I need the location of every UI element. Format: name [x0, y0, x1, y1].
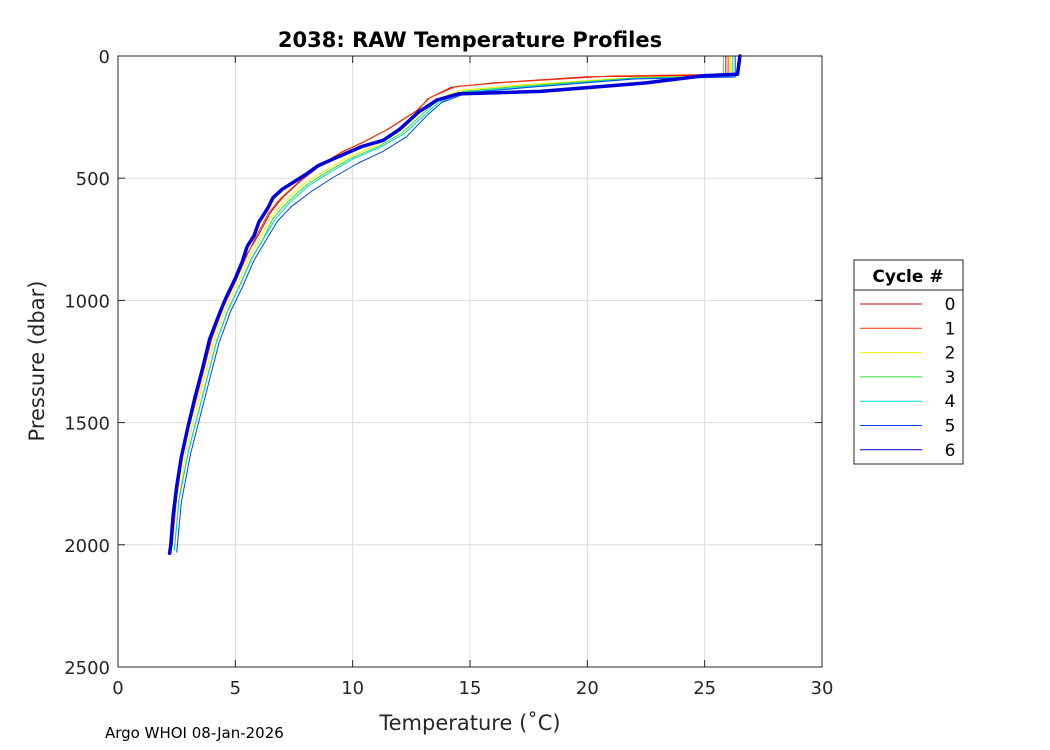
series-line-cycle-6: [167, 54, 742, 556]
legend-title: Cycle #: [872, 267, 943, 287]
x-tick-label: 15: [459, 678, 482, 699]
legend-label: 1: [945, 319, 956, 339]
y-tick-label: 1000: [64, 291, 110, 312]
legend: Cycle # 0 1 2 3 4 5 6: [853, 259, 964, 465]
ticks: 0 5 10 15 20 25 30 0 500 1000 1500 2000 2500: [64, 47, 833, 699]
x-tick-label: 0: [112, 678, 123, 699]
legend-label: 4: [945, 392, 956, 412]
series-line-cycle-2: [173, 55, 731, 549]
y-axis-label: Pressure (dbar): [25, 281, 49, 442]
legend-label: 0: [945, 295, 956, 315]
x-tick-label: 10: [341, 678, 364, 699]
x-tick-label: 5: [230, 678, 241, 699]
x-tick-label: 25: [693, 678, 716, 699]
y-tick-label: 2000: [64, 536, 110, 557]
x-tick-label: 20: [576, 678, 599, 699]
x-tick-label: 30: [811, 678, 834, 699]
x-axis-label: Temperature (˚C): [378, 711, 560, 735]
footer-credit: Argo WHOI 08-Jan-2026: [105, 724, 284, 742]
y-tick-label: 500: [76, 169, 110, 190]
legend-label: 3: [945, 368, 956, 388]
y-tick-label: 2500: [64, 658, 110, 679]
legend-label: 2: [945, 344, 956, 364]
y-tick-label: 0: [99, 47, 110, 68]
series-group: [167, 54, 742, 556]
series-line-cycle-4: [173, 55, 734, 551]
legend-box: [853, 259, 964, 465]
legend-label: 5: [945, 417, 956, 437]
legend-entries: 0 1 2 3 4 5 6: [860, 295, 955, 461]
y-tick-label: 1500: [64, 414, 110, 435]
legend-label: 6: [945, 441, 956, 461]
chart-title: 2038: RAW Temperature Profiles: [278, 28, 662, 52]
